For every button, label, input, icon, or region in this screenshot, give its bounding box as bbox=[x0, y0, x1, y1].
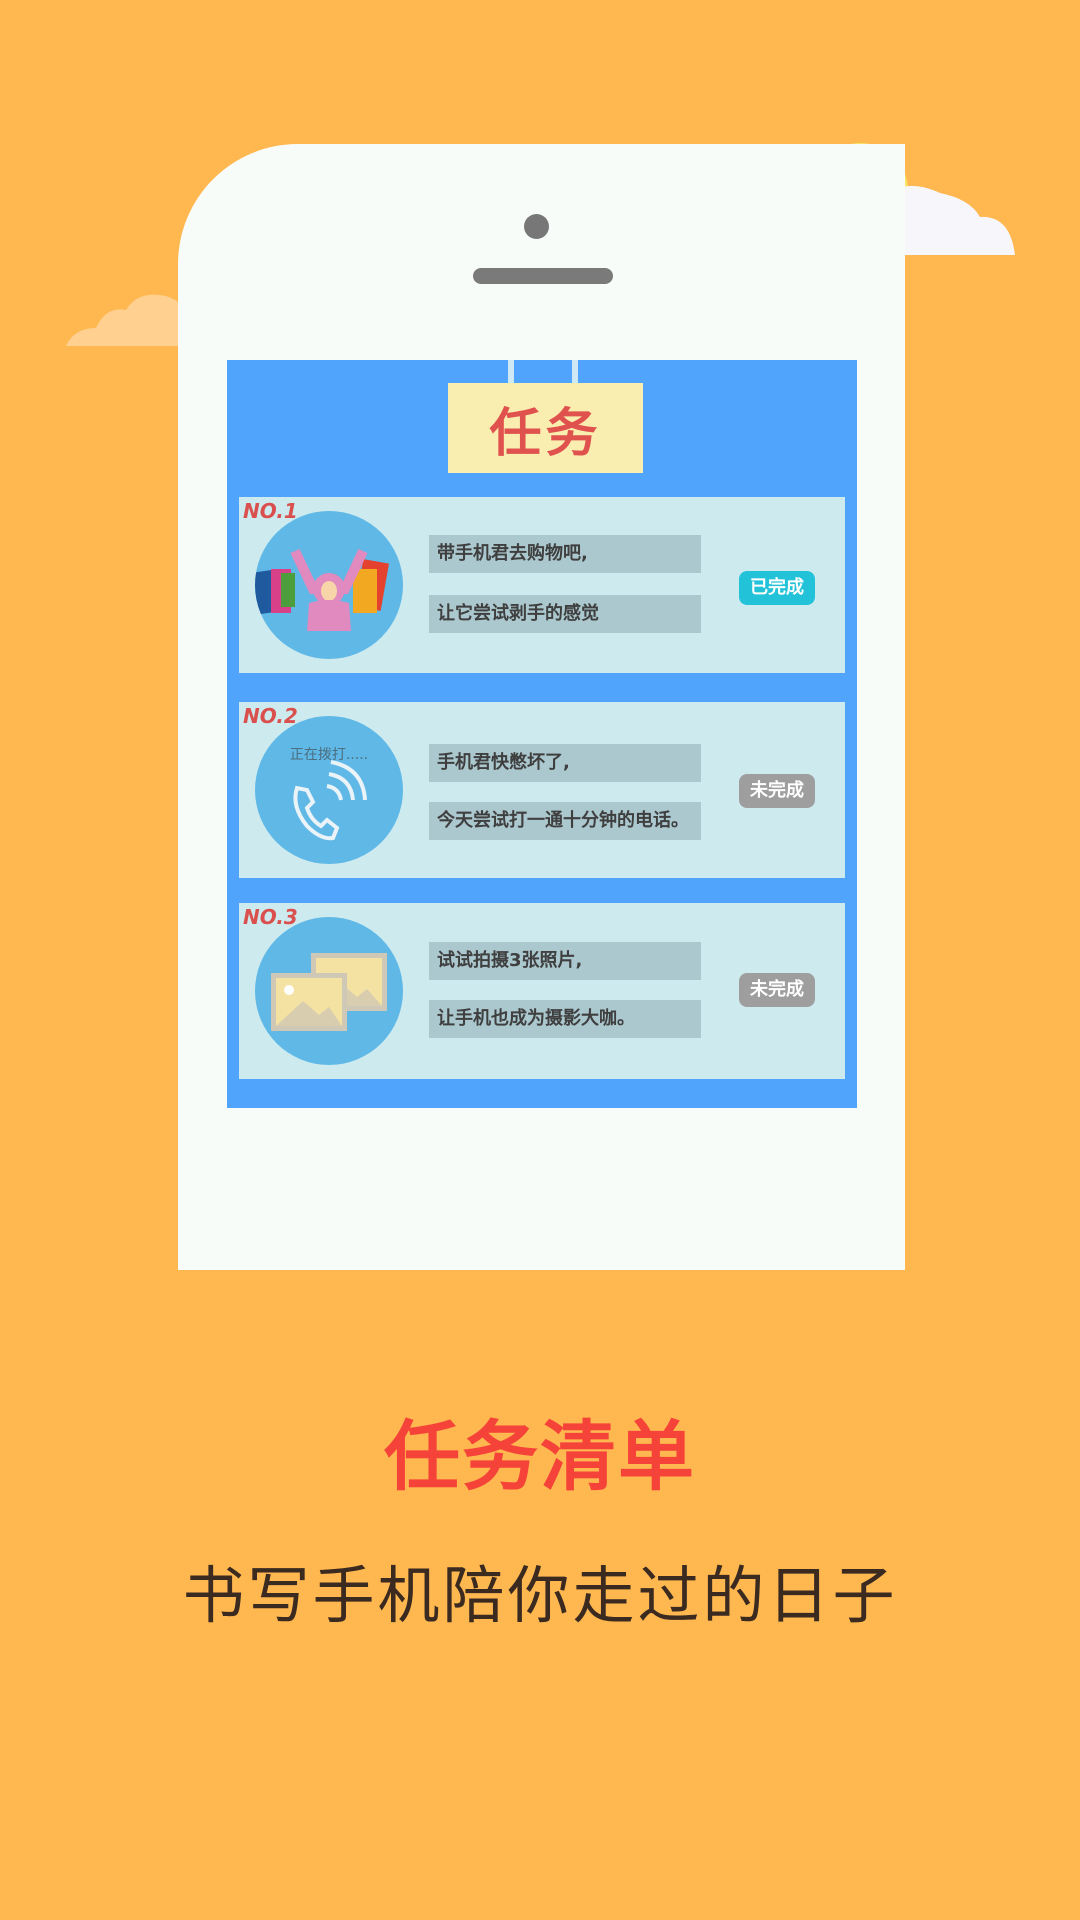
calling-text: 正在拨打..... bbox=[289, 747, 369, 763]
photos-icon bbox=[255, 917, 403, 1065]
status-badge-undone[interactable]: 未完成 bbox=[739, 774, 815, 808]
sign-hanger bbox=[508, 360, 514, 390]
speaker-slot bbox=[473, 268, 613, 284]
task-line-2: 让它尝试剥手的感觉 bbox=[429, 595, 701, 633]
status-badge-undone[interactable]: 未完成 bbox=[739, 973, 815, 1007]
task-number: NO.3 bbox=[243, 905, 298, 929]
task-card[interactable]: NO.3 试试拍摄3张照片, 让手机也成为摄影大咖。 未完成 bbox=[239, 903, 845, 1079]
task-card[interactable]: NO.2 正在拨打..... 手机君快憋坏了, 今天尝试打一通十分钟的电话。 未… bbox=[239, 702, 845, 878]
phone-call-icon: 正在拨打..... bbox=[255, 716, 403, 864]
task-line-1: 手机君快憋坏了, bbox=[429, 744, 701, 782]
status-badge-done[interactable]: 已完成 bbox=[739, 571, 815, 605]
task-number: NO.2 bbox=[243, 704, 298, 728]
task-line-1: 带手机君去购物吧, bbox=[429, 535, 701, 573]
task-line-1: 试试拍摄3张照片, bbox=[429, 942, 701, 980]
task-line-2: 今天尝试打一通十分钟的电话。 bbox=[429, 802, 701, 840]
task-number: NO.1 bbox=[243, 499, 298, 523]
task-sign-title: 任务 bbox=[448, 383, 643, 473]
shopping-girl-icon bbox=[255, 511, 403, 659]
page-subtitle: 书写手机陪你走过的日子 bbox=[182, 1559, 898, 1632]
page-title: 任务清单 bbox=[384, 1412, 696, 1501]
task-card[interactable]: NO.1 带手机君去购物吧, 让它尝试剥手的感觉 已完成 bbox=[239, 497, 845, 673]
cloud-icon bbox=[66, 294, 186, 346]
task-line-2: 让手机也成为摄影大咖。 bbox=[429, 1000, 701, 1038]
camera-dot bbox=[524, 214, 549, 239]
sign-hanger bbox=[572, 360, 578, 390]
